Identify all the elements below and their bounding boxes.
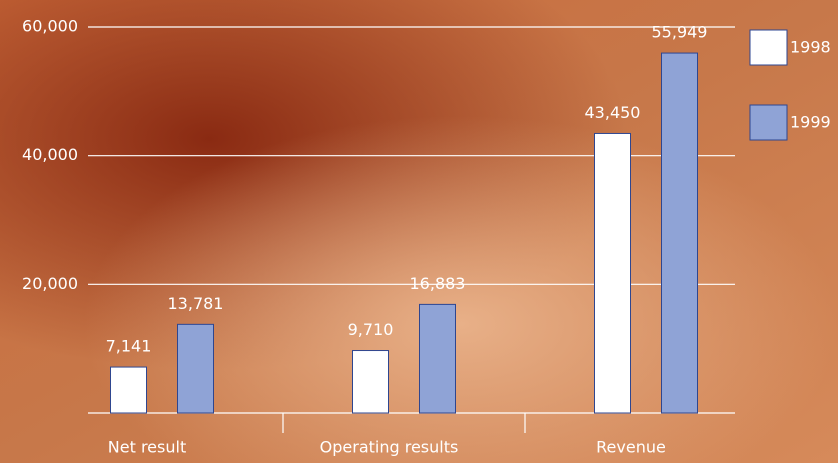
page: {"chart_data": {"type": "bar", "categori… xyxy=(0,0,838,463)
data-label: 7,141 xyxy=(106,337,152,356)
legend-label: 1999 xyxy=(790,113,831,132)
x-tick-label: Operating results xyxy=(320,438,459,457)
chart: 20,000 40,000 60,000 Net result 7,141 13,781 O… xyxy=(0,0,838,463)
data-label: 13,781 xyxy=(168,294,224,313)
y-tick-label: 20,000 xyxy=(22,274,78,293)
bar xyxy=(111,367,147,413)
bar xyxy=(595,133,631,413)
bar xyxy=(420,304,456,413)
legend-label: 1998 xyxy=(790,38,831,57)
bar xyxy=(662,53,698,413)
y-tick-label: 40,000 xyxy=(22,145,78,164)
x-tick-label: Net result xyxy=(108,438,186,457)
y-tick-label: 60,000 xyxy=(22,17,78,36)
bar xyxy=(353,351,389,413)
data-label: 16,883 xyxy=(410,274,466,293)
data-label: 55,949 xyxy=(652,23,708,42)
x-tick-label: Revenue xyxy=(596,438,666,457)
data-label: 43,450 xyxy=(585,103,641,122)
legend-swatch xyxy=(750,105,787,140)
data-label: 9,710 xyxy=(348,320,394,339)
bar xyxy=(178,324,214,413)
legend-swatch xyxy=(750,30,787,65)
